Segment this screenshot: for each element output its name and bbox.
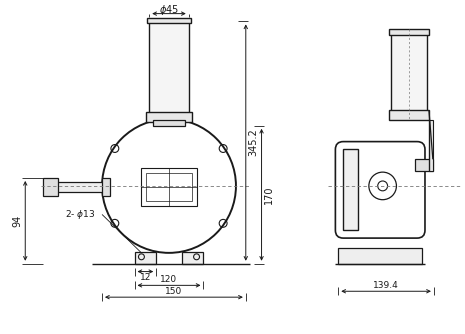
Bar	[102, 178, 110, 196]
Bar	[391, 33, 427, 117]
Text: 150: 150	[165, 287, 183, 296]
FancyBboxPatch shape	[335, 142, 425, 238]
Bar	[149, 21, 189, 120]
Text: 170: 170	[265, 185, 274, 204]
Text: $\phi$45: $\phi$45	[159, 3, 179, 17]
Bar	[146, 173, 192, 201]
Bar	[147, 18, 191, 23]
Bar	[389, 29, 429, 35]
Bar	[141, 168, 197, 206]
Text: 2- $\phi$13: 2- $\phi$13	[65, 208, 95, 221]
Bar	[53, 182, 107, 192]
Text: 94: 94	[13, 215, 22, 227]
Bar	[415, 159, 433, 171]
Text: 139.4: 139.4	[373, 281, 399, 290]
Bar	[389, 110, 429, 120]
Text: 345.2: 345.2	[249, 129, 259, 156]
Bar	[153, 120, 185, 126]
Bar	[339, 248, 422, 264]
Bar	[182, 252, 204, 264]
Bar	[429, 120, 433, 171]
Text: 120: 120	[160, 275, 178, 284]
Bar	[134, 252, 156, 264]
Bar	[146, 112, 192, 122]
Bar	[343, 150, 358, 230]
Bar	[43, 178, 58, 196]
Text: 12: 12	[140, 273, 151, 282]
